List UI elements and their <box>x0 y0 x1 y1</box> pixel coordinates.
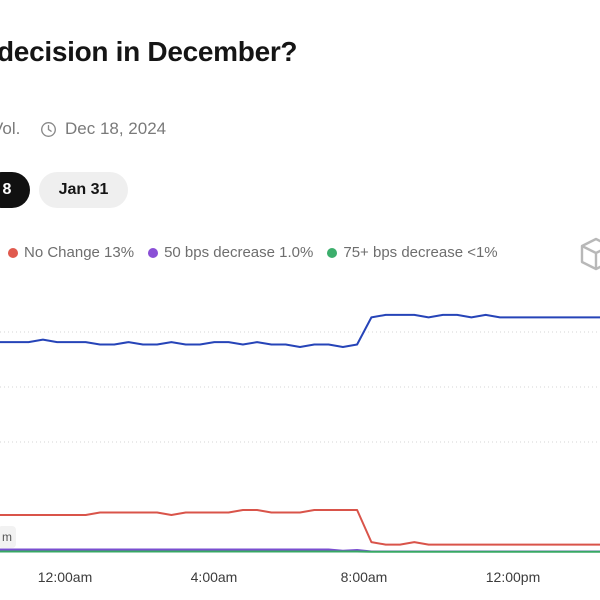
x-tick-label: 12:00pm <box>486 569 540 585</box>
legend-item-50bps: 50 bps decrease 1.0% <box>148 244 313 261</box>
legend-item-no-change: No Change 13% <box>8 244 134 261</box>
legend-dot-75bps <box>327 247 338 258</box>
x-tick-label: 12:00am <box>38 569 92 585</box>
chart-lines <box>0 313 600 553</box>
date-tab-jan-31[interactable]: Jan 31 <box>39 172 128 208</box>
legend-label-75bps: 75+ bps decrease <1% <box>343 244 498 261</box>
chart-legend: No Change 13% 50 bps decrease 1.0% 75+ b… <box>8 244 498 261</box>
legend-dot-no-change <box>8 247 18 258</box>
x-tick-label: 8:00am <box>341 569 388 585</box>
chart-grid <box>0 331 600 552</box>
series-line-1 <box>0 509 600 546</box>
clock-icon <box>41 121 56 137</box>
cube-icon[interactable] <box>580 236 600 272</box>
legend-label-50bps: 50 bps decrease 1.0% <box>164 244 314 261</box>
series-line-0 <box>0 313 600 348</box>
volume-label: Vol. <box>0 119 21 138</box>
legend-label-no-change: No Change 13% <box>24 244 135 261</box>
x-axis-ticks: 12:00am 4:00am 8:00am 12:00pm <box>38 569 540 585</box>
end-date: Dec 18, 2024 <box>40 119 166 139</box>
market-title: decision in December? <box>0 36 298 67</box>
x-tick-label: 4:00am <box>191 569 238 585</box>
y-axis-label-fragment: m <box>0 526 16 548</box>
legend-dot-50bps <box>148 247 159 258</box>
end-date-label: Dec 18, 2024 <box>65 119 167 138</box>
legend-item-75bps: 75+ bps decrease <1% <box>327 244 498 261</box>
date-tab-active[interactable]: 8 <box>0 172 30 208</box>
